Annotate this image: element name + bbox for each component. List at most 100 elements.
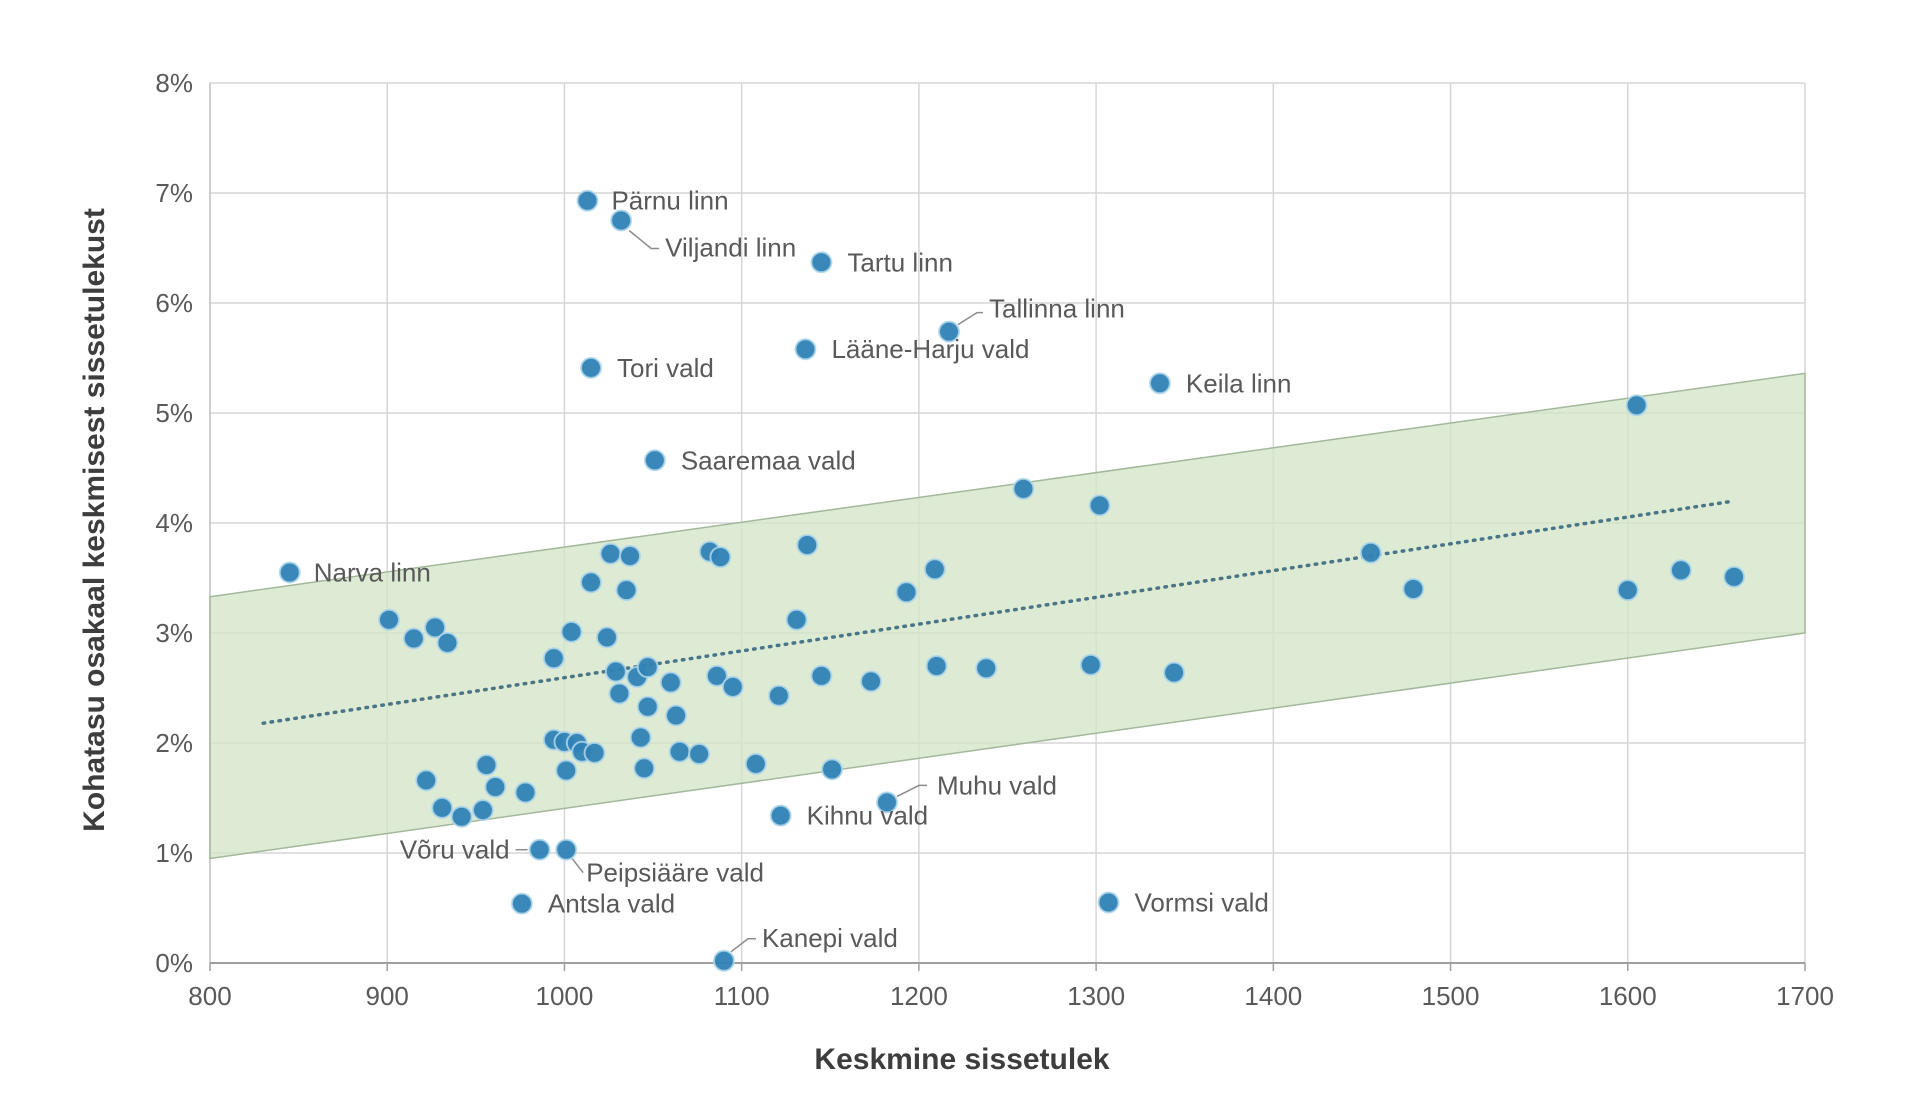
scatter-point [599, 542, 622, 565]
scatter-point [633, 757, 656, 780]
scatter-point [595, 626, 618, 649]
scatter-point [555, 759, 578, 782]
x-tick-label: 1300 [1067, 981, 1125, 1011]
scatter-point [1163, 661, 1186, 684]
scatter-point-labeled [810, 251, 833, 274]
scatter-point [424, 616, 447, 639]
point-label: Saaremaa vald [681, 445, 856, 475]
scatter-point [484, 776, 507, 798]
scatter-point-labeled [278, 561, 301, 584]
scatter-point [705, 664, 728, 687]
scatter-point-labeled [510, 892, 533, 915]
scatter-point [583, 741, 606, 764]
scatter-point-labeled [528, 838, 551, 861]
confidence-band [209, 372, 1806, 860]
y-tick-label: 7% [155, 178, 193, 208]
scatter-point-labeled [1097, 891, 1120, 914]
point-label: Peipsiääre vald [586, 858, 764, 888]
scatter-point-labeled [555, 838, 578, 861]
scatter-point [580, 571, 603, 594]
scatter-point [431, 796, 454, 819]
scatter-point [767, 684, 790, 707]
x-tick-label: 1700 [1776, 981, 1834, 1011]
x-tick-label: 1100 [714, 981, 770, 1011]
scatter-point-labeled [580, 356, 603, 379]
point-label: Vormsi vald [1135, 888, 1269, 918]
point-label: Lääne-Harju vald [831, 334, 1029, 364]
x-axis-title: Keskmine sissetulek [814, 1043, 1110, 1076]
scatter-point [860, 670, 883, 693]
scatter-point [514, 781, 537, 804]
point-label: Võru vald [400, 835, 510, 865]
scatter-point [665, 704, 688, 727]
y-tick-label: 4% [155, 508, 193, 538]
scatter-point [895, 581, 918, 604]
scatter-point [1723, 565, 1746, 588]
point-label: Keila linn [1186, 368, 1292, 398]
scatter-point [688, 743, 711, 765]
scatter-point [377, 608, 400, 631]
scatter-point [636, 695, 659, 718]
scatter-point [659, 671, 682, 694]
scatter-point [560, 620, 583, 643]
scatter-point [923, 558, 946, 581]
scatter-point [1616, 579, 1639, 602]
x-tick-label: 900 [366, 981, 409, 1011]
x-tick-label: 1400 [1244, 981, 1302, 1011]
scatter-point [1359, 541, 1382, 564]
label-leader-line [628, 229, 660, 250]
scatter-point [810, 664, 833, 687]
scatter-point [709, 546, 732, 569]
point-label: Kanepi vald [762, 923, 898, 953]
scatter-point [1079, 653, 1102, 676]
point-label: Antsla vald [548, 889, 675, 919]
scatter-point [721, 675, 744, 698]
scatter-point-labeled [875, 791, 898, 814]
y-tick-label: 5% [155, 398, 193, 428]
scatter-point [925, 655, 948, 677]
scatter-point-labeled [1148, 372, 1171, 395]
y-tick-label: 0% [155, 948, 193, 978]
point-label: Tartu linn [847, 247, 953, 277]
point-label: Narva linn [314, 558, 431, 588]
scatter-point [785, 608, 808, 631]
label-leader-line [957, 311, 984, 326]
scatter-point [604, 660, 627, 683]
scatter-point-labeled [794, 338, 817, 361]
scatter-point-labeled [643, 449, 666, 472]
x-tick-label: 1000 [536, 981, 594, 1011]
scatter-point [975, 657, 998, 680]
scatter-point [615, 579, 638, 602]
scatter-point [821, 758, 844, 781]
scatter-point [450, 805, 473, 828]
label-leader-line [896, 784, 927, 798]
scatter-point [629, 726, 652, 749]
point-label: Pärnu linn [611, 186, 728, 216]
scatter-point [1402, 578, 1425, 600]
scatter-point [471, 799, 494, 822]
scatter-point [636, 656, 659, 679]
trend-line [261, 499, 1736, 725]
scatter-point [542, 647, 565, 670]
y-tick-label: 3% [155, 618, 193, 648]
y-tick-label: 2% [155, 728, 193, 758]
scatter-point [668, 740, 691, 763]
scatter-point [1012, 477, 1035, 500]
scatter-point [744, 752, 767, 775]
label-leader-line [730, 938, 756, 953]
point-label: Tallinna linn [989, 294, 1125, 324]
scatter-point-labeled [769, 804, 792, 827]
label-leader-line [571, 858, 584, 874]
x-tick-label: 1200 [890, 981, 948, 1011]
scatter-point [436, 631, 459, 654]
scatter-point [1088, 494, 1111, 517]
y-axis-title: Kohatasu osakaal keskmisest sissetulekus… [78, 208, 111, 832]
scatter-point [608, 682, 631, 705]
point-label: Muhu vald [937, 770, 1057, 800]
x-tick-label: 1500 [1422, 981, 1480, 1011]
scatter-point [619, 545, 642, 567]
scatter-point [1669, 559, 1692, 582]
y-tick-label: 6% [155, 288, 193, 318]
